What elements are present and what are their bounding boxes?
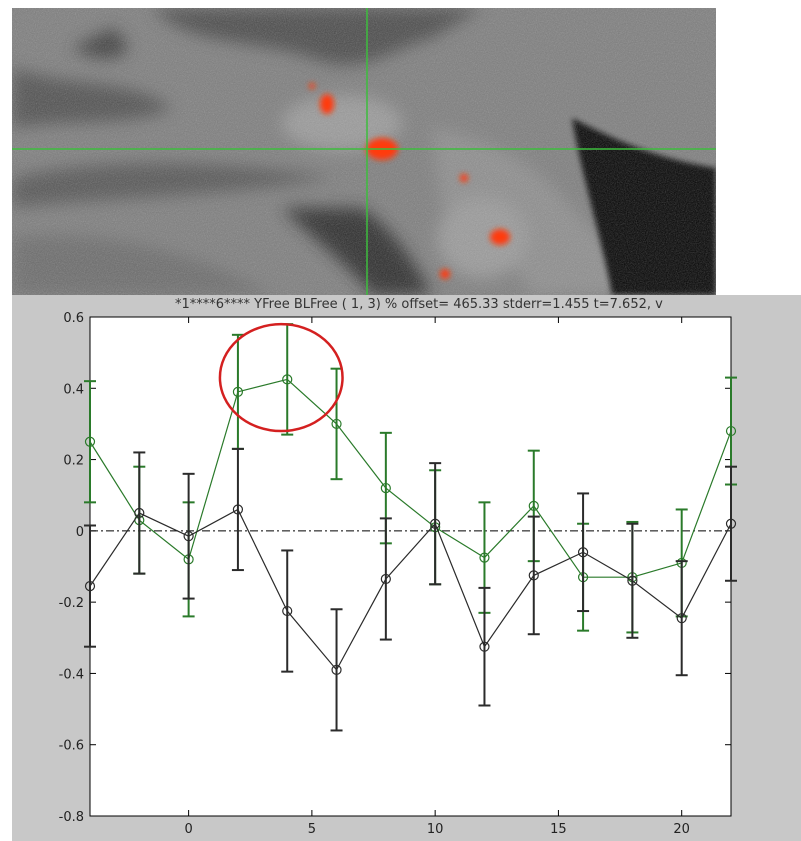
- data-point: [84, 581, 96, 592]
- data-point: [430, 518, 441, 529]
- data-point: [232, 504, 244, 515]
- data-point: [725, 425, 737, 437]
- data-point: [577, 547, 589, 558]
- data-point: [676, 613, 687, 624]
- data-point: [528, 500, 539, 512]
- data-point: [479, 641, 490, 652]
- y-tick-label: -0.6: [59, 739, 84, 754]
- highlight-circle: [218, 322, 344, 433]
- data-point: [134, 507, 145, 519]
- x-tick-label: 10: [427, 822, 444, 837]
- plot-area: [89, 316, 732, 817]
- data-point: [528, 570, 539, 581]
- data-point: [479, 552, 490, 563]
- data-point: [282, 374, 293, 385]
- y-tick-label: -0.4: [59, 667, 84, 682]
- y-tick-label: 0.2: [63, 454, 84, 469]
- data-point: [331, 418, 342, 430]
- data-point: [282, 605, 293, 617]
- data-point: [331, 664, 342, 675]
- y-tick-label: 0.4: [63, 382, 84, 397]
- data-point: [380, 573, 391, 585]
- y-tick-label: -0.8: [59, 810, 84, 825]
- x-tick-label: 0: [184, 822, 192, 837]
- data-point: [380, 482, 391, 494]
- x-tick-label: 20: [673, 822, 690, 837]
- data-point: [84, 436, 96, 447]
- series-line: [89, 508, 732, 671]
- brain-slice-image: [12, 8, 716, 295]
- plot-title: *1****6**** YFree BLFree ( 1, 3) % offse…: [175, 297, 663, 312]
- series-2: [84, 447, 737, 732]
- data-point: [627, 575, 638, 586]
- data-point: [183, 531, 194, 542]
- y-tick-label: -0.2: [59, 596, 84, 611]
- x-tick-label: 5: [308, 822, 316, 837]
- y-tick-label: 0.6: [63, 311, 84, 326]
- x-tick-label: 15: [550, 822, 567, 837]
- data-point: [725, 518, 737, 529]
- data-point: [232, 386, 244, 397]
- y-tick-label: 0: [76, 525, 84, 540]
